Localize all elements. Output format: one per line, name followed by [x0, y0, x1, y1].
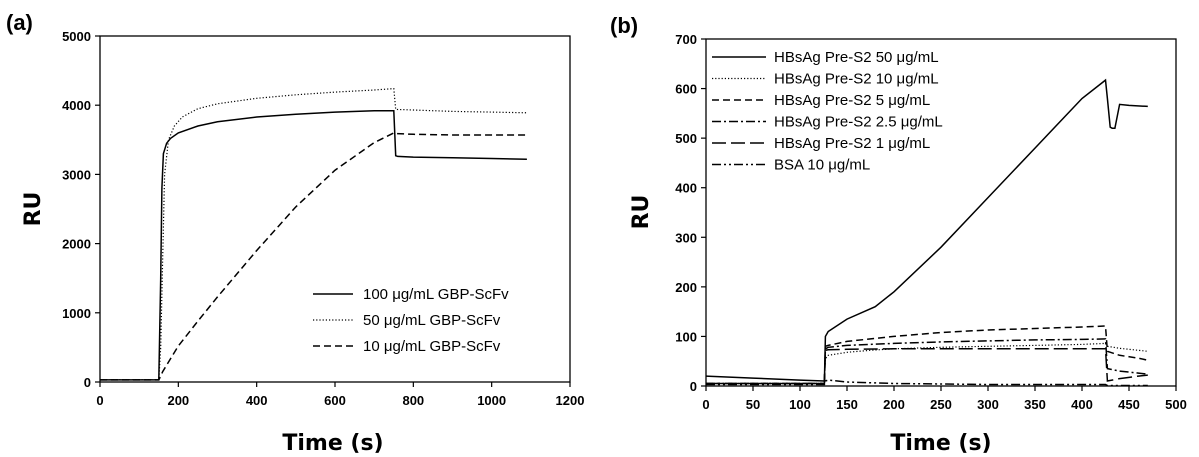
y-tick-label: 2000	[62, 237, 91, 252]
x-tick-label: 150	[836, 397, 858, 412]
y-tick-label: 500	[675, 131, 697, 146]
legend: 100 μg/mL GBP-ScFv 50 μg/mL GBP-ScFv 10 μg…	[313, 286, 509, 355]
y-tick-label: 700	[675, 32, 697, 47]
y-tick-label: 300	[675, 230, 697, 245]
y-tick-label: 5000	[62, 29, 91, 44]
legend-label-1: HBsAg Pre-S2 50 μg/mL	[774, 49, 939, 66]
series-line-6	[706, 379, 1148, 387]
x-tick-label: 400	[246, 393, 268, 408]
y-tick-label: 0	[84, 375, 91, 390]
x-tick-label: 100	[789, 397, 811, 412]
x-tick-label: 0	[96, 393, 103, 408]
y-tick-label: 3000	[62, 167, 91, 182]
series-line-3	[100, 132, 527, 381]
x-tick-label: 800	[402, 393, 424, 408]
x-tick-label: 350	[1024, 397, 1046, 412]
series-line-1	[100, 109, 527, 381]
x-tick-label: 600	[324, 393, 346, 408]
y-tick-label: 1000	[62, 306, 91, 321]
series-line-5	[706, 348, 1148, 385]
y-tick-label: 0	[690, 379, 697, 394]
y-tick-label: 4000	[62, 98, 91, 113]
legend-label-6: BSA 10 μg/mL	[774, 157, 870, 174]
plot-area-frame	[99, 35, 571, 383]
x-tick-label: 200	[167, 393, 189, 408]
y-tick-label: 200	[675, 280, 697, 295]
legend-label-4: HBsAg Pre-S2 2.5 μg/mL	[774, 114, 943, 131]
legend-label-5: HBsAg Pre-S2 1 μg/mL	[774, 135, 930, 152]
series-line-3	[706, 325, 1148, 385]
y-tick-label: 100	[675, 329, 697, 344]
x-tick-label: 500	[1165, 397, 1187, 412]
chart-panel-b: 0 50 100 150 200 250 300 350 400 450 500 0 100 200 300…	[610, 13, 1187, 456]
legend-label-2: 50 μg/mL GBP-ScFv	[363, 312, 501, 329]
series-line-2	[100, 87, 527, 381]
legend-label-2: HBsAg Pre-S2 10 μg/mL	[774, 71, 939, 88]
x-tick-label: 50	[746, 397, 760, 412]
y-axis-title: RU	[629, 195, 654, 230]
chart-panel-a: 0 200 400 600 800 1000 1200 0 1000 2000 3000 4000 50…	[6, 10, 584, 456]
y-tick-label: 600	[675, 82, 697, 97]
legend-label-1: 100 μg/mL GBP-ScFv	[363, 286, 509, 303]
y-tick-label: 400	[675, 181, 697, 196]
panel-label: (a)	[6, 10, 33, 35]
x-tick-label: 300	[977, 397, 999, 412]
x-tick-label: 450	[1118, 397, 1140, 412]
legend-label-3: HBsAg Pre-S2 5 μg/mL	[774, 92, 930, 109]
x-tick-label: 200	[883, 397, 905, 412]
x-tick-label: 0	[702, 397, 709, 412]
x-tick-label: 1200	[556, 393, 585, 408]
panel-label: (b)	[610, 13, 638, 38]
x-axis-title: Time (s)	[282, 431, 383, 456]
x-tick-label: 250	[930, 397, 952, 412]
legend-label-3: 10 μg/mL GBP-ScFv	[363, 338, 501, 355]
series-line-4	[706, 338, 1148, 385]
x-axis-title: Time (s)	[890, 431, 991, 456]
y-axis-title: RU	[21, 192, 46, 227]
x-tick-label: 1000	[477, 393, 506, 408]
x-tick-label: 400	[1071, 397, 1093, 412]
legend: HBsAg Pre-S2 50 μg/mL HBsAg Pre-S2 10 μg/…	[712, 49, 943, 174]
